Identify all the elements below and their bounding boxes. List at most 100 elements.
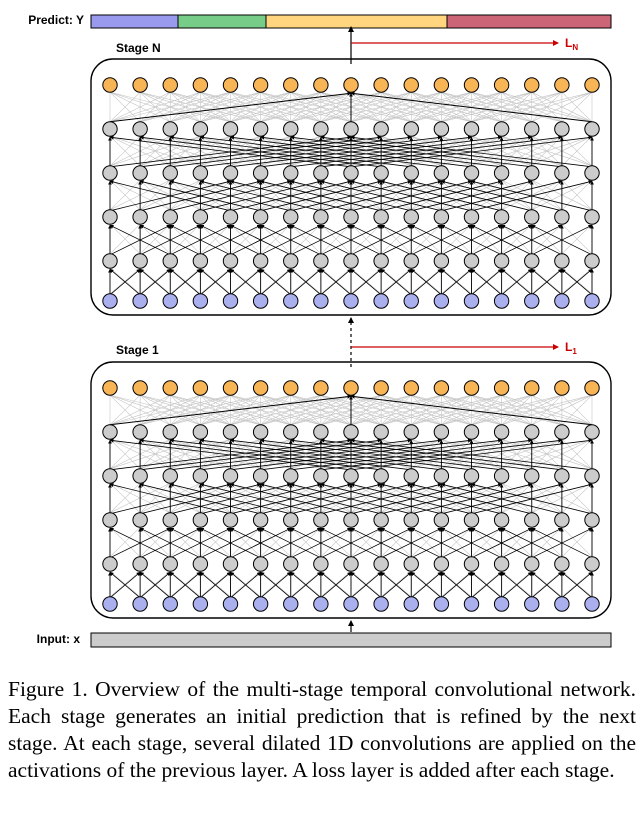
dilated-edge (350, 268, 382, 296)
faint-edge (501, 223, 532, 255)
faint-edge (380, 570, 412, 598)
faint-edge (350, 394, 472, 426)
faint-edge (109, 394, 201, 426)
dilated-edge (109, 180, 231, 212)
dilated-edge (230, 438, 472, 471)
hidden-node (403, 165, 419, 181)
hidden-node (343, 424, 359, 440)
dilated-edge (200, 571, 231, 599)
hidden-node (222, 424, 239, 440)
hidden-node (102, 468, 118, 484)
faint-edge (139, 482, 171, 514)
dilated-edge (531, 268, 563, 296)
dilated-edge (350, 224, 412, 256)
dilated-edge (260, 483, 382, 515)
faint-edge (441, 394, 562, 426)
hidden-node (403, 253, 419, 269)
faint-edge (411, 267, 442, 295)
dilated-edge (441, 483, 563, 515)
faint-edge (139, 223, 171, 255)
hidden-node (132, 556, 148, 572)
hidden-node (373, 512, 389, 528)
hidden-node (102, 121, 118, 137)
dilated-edge (140, 180, 262, 212)
faint-edge (471, 223, 502, 255)
hidden-node (102, 556, 118, 572)
output-node (343, 380, 359, 396)
output-node (584, 380, 600, 396)
faint-edge (471, 570, 502, 598)
output-node (252, 77, 269, 93)
hidden-node (343, 121, 359, 137)
hidden-node (102, 512, 118, 528)
faint-edge (531, 91, 593, 123)
output-node (132, 77, 148, 93)
faint-edge (380, 267, 412, 295)
hidden-node (132, 468, 148, 484)
input-node (403, 293, 419, 309)
dilated-edge (260, 268, 292, 296)
hidden-node (463, 556, 480, 572)
input-node (343, 596, 359, 612)
faint-edge (531, 526, 563, 558)
hidden-node (283, 512, 299, 528)
faint-edge (260, 267, 291, 295)
faint-edge (350, 91, 442, 123)
faint-edge (230, 91, 321, 123)
hidden-node (102, 165, 118, 181)
hidden-node (373, 209, 389, 225)
faint-edge (320, 394, 442, 426)
dilated-edge (290, 527, 352, 559)
hidden-node (132, 165, 148, 181)
dilated-edge (290, 483, 412, 515)
predict-segment (446, 14, 612, 29)
hidden-node (403, 468, 419, 484)
dilated-edge (320, 527, 382, 559)
dilated-edge (350, 527, 412, 559)
faint-edge (109, 91, 201, 123)
faint-edge (471, 526, 502, 558)
output-node (252, 380, 269, 396)
predict-segment (90, 14, 179, 29)
faint-edge (230, 223, 261, 255)
hidden-node (343, 165, 359, 181)
dilated-edge (200, 438, 442, 471)
faint-edge (501, 570, 532, 598)
faint-edge (441, 267, 472, 295)
dilated-edge (471, 571, 503, 599)
output-node (554, 77, 570, 93)
hidden-node (584, 512, 600, 528)
hidden-node (463, 121, 480, 137)
dilated-edge (411, 180, 533, 212)
hidden-node (493, 165, 510, 181)
faint-edge (200, 570, 231, 598)
output-node (283, 380, 299, 396)
stage-frame (90, 361, 612, 619)
dilated-edge (471, 483, 593, 515)
hidden-node (222, 121, 239, 137)
hidden-node (222, 512, 239, 528)
hidden-node (373, 121, 389, 137)
input-node (524, 293, 540, 309)
hidden-node (433, 468, 450, 484)
hidden-node (524, 424, 540, 440)
output-node (102, 77, 118, 93)
faint-edge (561, 135, 593, 167)
hidden-node (554, 512, 570, 528)
faint-edge (411, 223, 442, 255)
dilated-edge (320, 135, 563, 168)
output-node (192, 77, 209, 93)
dilated-edge (501, 571, 533, 599)
dilated-edge (170, 135, 412, 168)
faint-edge (109, 267, 141, 295)
dilated-edge (290, 180, 412, 212)
hidden-node (493, 209, 510, 225)
hidden-node (463, 424, 480, 440)
faint-edge (109, 570, 141, 598)
hidden-node (192, 468, 209, 484)
dilated-edge (380, 224, 442, 256)
input-node (343, 293, 359, 309)
input-node (524, 596, 540, 612)
faint-edge (230, 394, 321, 426)
dilated-edge (411, 527, 472, 559)
